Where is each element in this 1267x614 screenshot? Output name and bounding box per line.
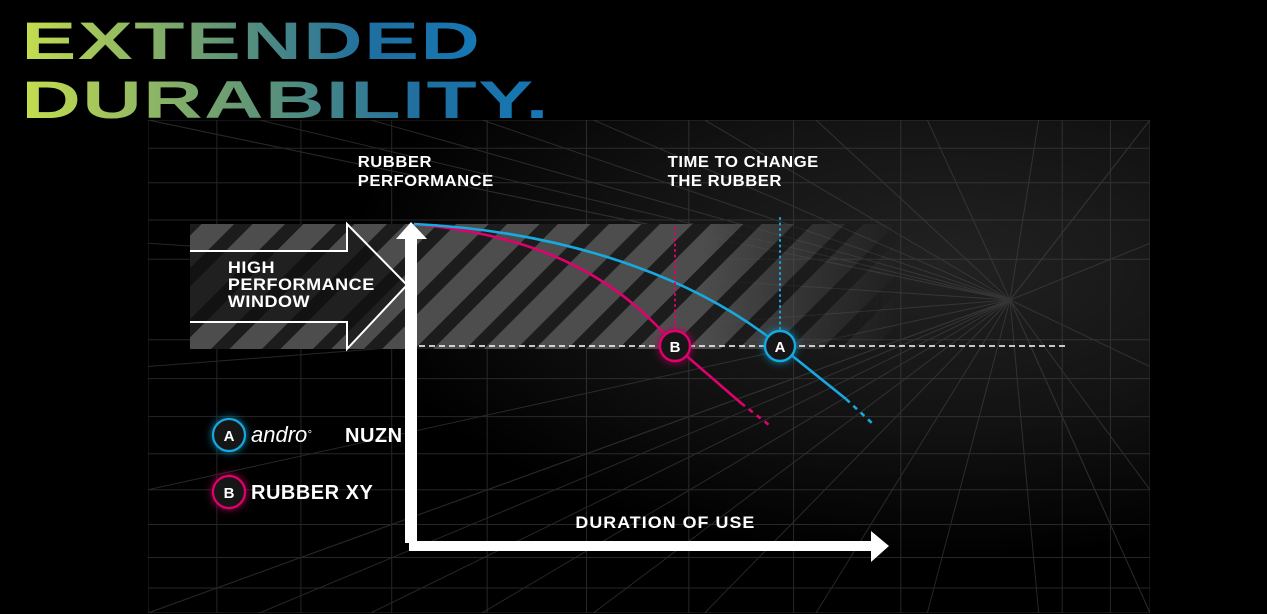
- svg-text:PERFORMANCE: PERFORMANCE: [358, 172, 494, 190]
- svg-text:THE RUBBER: THE RUBBER: [668, 172, 782, 190]
- svg-text:RUBBER: RUBBER: [358, 153, 432, 171]
- svg-text:A: A: [224, 428, 235, 445]
- svg-text:B: B: [670, 339, 681, 356]
- svg-text:NUZN: NUZN: [345, 425, 403, 447]
- svg-text:A: A: [775, 339, 786, 356]
- svg-text:andro°: andro°: [251, 422, 312, 447]
- svg-text:TIME TO CHANGE: TIME TO CHANGE: [668, 153, 819, 171]
- svg-text:WINDOW: WINDOW: [228, 291, 310, 310]
- svg-text:DURATION OF USE: DURATION OF USE: [575, 512, 755, 532]
- svg-text:B: B: [224, 485, 235, 502]
- svg-text:RUBBER XY: RUBBER XY: [251, 482, 373, 504]
